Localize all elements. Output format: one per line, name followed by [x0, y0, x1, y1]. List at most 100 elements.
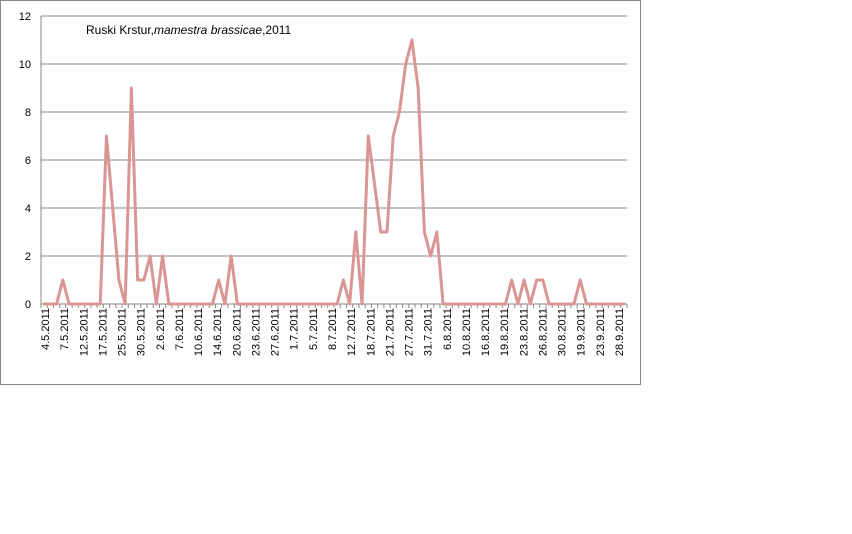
data-point [373, 183, 375, 185]
x-tick-label: 5.7.2011 [308, 308, 320, 350]
data-point [230, 255, 232, 257]
data-point [417, 87, 419, 89]
data-point [217, 279, 219, 281]
data-point [111, 207, 113, 209]
x-tick-label: 1.7.2011 [289, 308, 301, 350]
data-point [529, 303, 531, 305]
data-point [560, 303, 562, 305]
x-tick-label: 27.7.2011 [404, 308, 416, 356]
data-point [598, 303, 600, 305]
data-point [261, 303, 263, 305]
data-point [461, 303, 463, 305]
x-tick-label: 12.7.2011 [346, 308, 358, 356]
y-tick-label: 6 [25, 155, 31, 167]
data-point [199, 303, 201, 305]
data-point [592, 303, 594, 305]
data-point [585, 303, 587, 305]
x-tick-label: 4.5.2011 [40, 308, 52, 350]
data-point [280, 303, 282, 305]
data-point [504, 303, 506, 305]
data-point [211, 303, 213, 305]
data-point [492, 303, 494, 305]
data-point [542, 279, 544, 281]
x-tick-label: 28.9.2011 [614, 308, 626, 356]
y-tick-label: 0 [25, 299, 31, 311]
x-tick-label: 18.7.2011 [365, 308, 377, 356]
data-point [361, 303, 363, 305]
series-layer [42, 38, 626, 306]
x-tick-label: 31.7.2011 [423, 308, 435, 356]
data-point [93, 303, 95, 305]
data-point [99, 303, 101, 305]
data-point [436, 231, 438, 233]
data-point [286, 303, 288, 305]
data-point [80, 303, 82, 305]
data-point [535, 279, 537, 281]
y-axis-tick-labels: 0 2 4 6 8 10 12 [19, 11, 31, 311]
data-point [242, 303, 244, 305]
y-tick-label: 4 [25, 203, 31, 215]
data-point [355, 231, 357, 233]
data-point [249, 303, 251, 305]
data-point [523, 279, 525, 281]
x-tick-label: 2.6.2011 [155, 308, 167, 350]
data-point [623, 303, 625, 305]
data-point [610, 303, 612, 305]
data-point [342, 279, 344, 281]
gridlines [41, 15, 627, 257]
data-point [473, 303, 475, 305]
data-point [68, 303, 70, 305]
data-point [448, 303, 450, 305]
data-point [411, 39, 413, 41]
data-point [136, 279, 138, 281]
data-point [579, 279, 581, 281]
chart-title-year: ,2011 [262, 23, 291, 37]
data-point [380, 231, 382, 233]
data-point [74, 303, 76, 305]
data-point [55, 303, 57, 305]
data-point [224, 303, 226, 305]
x-tick-label: 23.6.2011 [250, 308, 262, 356]
x-tick-label: 6.8.2011 [442, 308, 454, 350]
data-point [429, 255, 431, 257]
data-point [517, 303, 519, 305]
x-tick-label: 27.6.2011 [270, 308, 282, 356]
x-tick-label: 7.6.2011 [174, 308, 186, 350]
data-point [386, 231, 388, 233]
data-point [267, 303, 269, 305]
data-point [567, 303, 569, 305]
data-point [168, 303, 170, 305]
data-point [186, 303, 188, 305]
data-point [554, 303, 556, 305]
data-point [43, 303, 45, 305]
data-point [193, 303, 195, 305]
series-line [42, 38, 626, 306]
data-point [205, 303, 207, 305]
data-point [323, 303, 325, 305]
x-tick-label: 17.5.2011 [97, 308, 109, 356]
data-point [442, 303, 444, 305]
data-point [336, 303, 338, 305]
data-point [130, 87, 132, 89]
data-point [479, 303, 481, 305]
data-point [155, 303, 157, 305]
data-point [498, 303, 500, 305]
x-tick-label: 10.8.2011 [461, 308, 473, 356]
chart-title: Ruski Krstur,mamestra brassicae,2011 [86, 23, 292, 37]
x-tick-label: 19.9.2011 [576, 308, 588, 356]
data-point [105, 135, 107, 137]
y-tick-label: 10 [19, 59, 31, 71]
data-point [143, 279, 145, 281]
data-point [305, 303, 307, 305]
x-tick-label: 20.6.2011 [231, 308, 243, 356]
x-tick-label: 12.5.2011 [78, 308, 90, 356]
x-tick-label: 23.8.2011 [518, 308, 530, 356]
x-tick-label: 14.6.2011 [212, 308, 224, 356]
data-point [161, 255, 163, 257]
data-point [174, 303, 176, 305]
data-point [510, 279, 512, 281]
x-tick-label: 23.9.2011 [595, 308, 607, 356]
x-tick-label: 26.8.2011 [537, 308, 549, 356]
data-point [124, 303, 126, 305]
